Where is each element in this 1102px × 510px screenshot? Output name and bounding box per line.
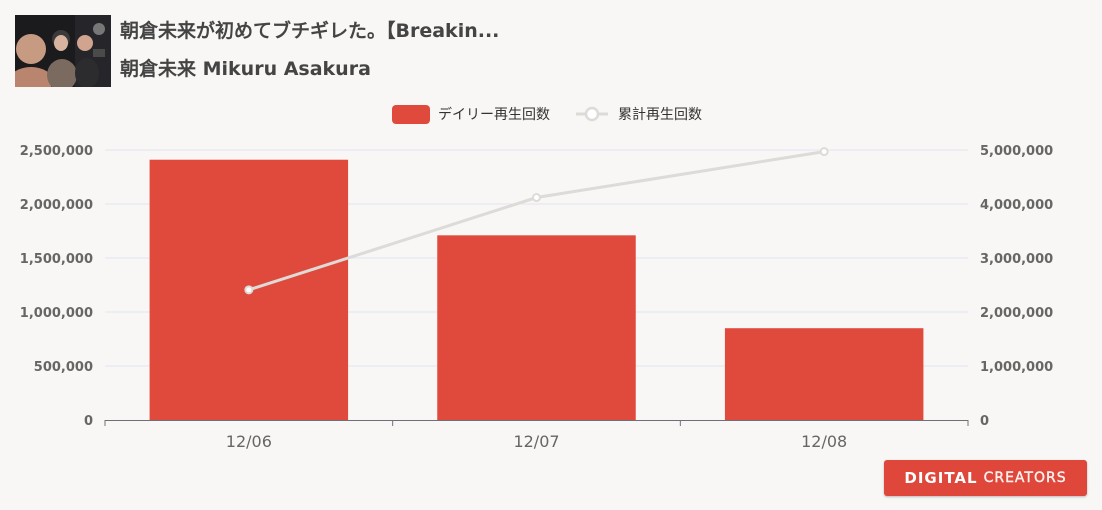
- channel-name[interactable]: 朝倉未来 Mikuru Asakura: [120, 58, 371, 80]
- cumulative-point-12/06[interactable]: [244, 285, 254, 295]
- y-right-tick-label: 1,000,000: [980, 360, 1053, 375]
- x-tick-label: 12/08: [801, 432, 847, 451]
- x-tick-label: 12/07: [513, 432, 559, 451]
- y-right-tick-label: 5,000,000: [980, 144, 1053, 159]
- x-tick-label: 12/06: [226, 432, 272, 451]
- y-right-tick-label: 4,000,000: [980, 198, 1053, 213]
- y-left-tick-label: 500,000: [34, 360, 93, 375]
- y-right-tick-label: 3,000,000: [980, 252, 1053, 267]
- y-right-tick-label: 2,000,000: [980, 306, 1053, 321]
- legend-label-daily[interactable]: デイリー再生回数: [438, 106, 550, 123]
- y-left-tick-label: 2,000,000: [20, 198, 93, 213]
- logo-creators-text: CREATORS: [983, 470, 1067, 486]
- y-right-tick-label: 0: [980, 414, 989, 429]
- legend-bar-swatch[interactable]: [392, 105, 430, 124]
- video-thumbnail[interactable]: [15, 15, 111, 87]
- bar-12/08[interactable]: [724, 328, 924, 420]
- cumulative-point-12/07[interactable]: [532, 193, 541, 203]
- y-left-tick-label: 0: [84, 414, 93, 429]
- cumulative-point-12/08[interactable]: [819, 147, 829, 157]
- video-title[interactable]: 朝倉未来が初めてブチギレた。【Breakin...: [120, 20, 500, 42]
- y-left-tick-label: 1,500,000: [20, 252, 93, 267]
- digital-creators-logo[interactable]: DIGITAL CREATORS: [884, 460, 1087, 496]
- thumbnail-image: [15, 15, 111, 87]
- bar-12/07[interactable]: [437, 235, 636, 420]
- y-left-tick-label: 1,000,000: [20, 306, 93, 321]
- y-left-tick-label: 2,500,000: [20, 144, 93, 159]
- legend-line-marker: [584, 106, 600, 122]
- legend-label-cumulative[interactable]: 累計再生回数: [618, 107, 702, 123]
- logo-digital-text: DIGITAL: [904, 469, 978, 487]
